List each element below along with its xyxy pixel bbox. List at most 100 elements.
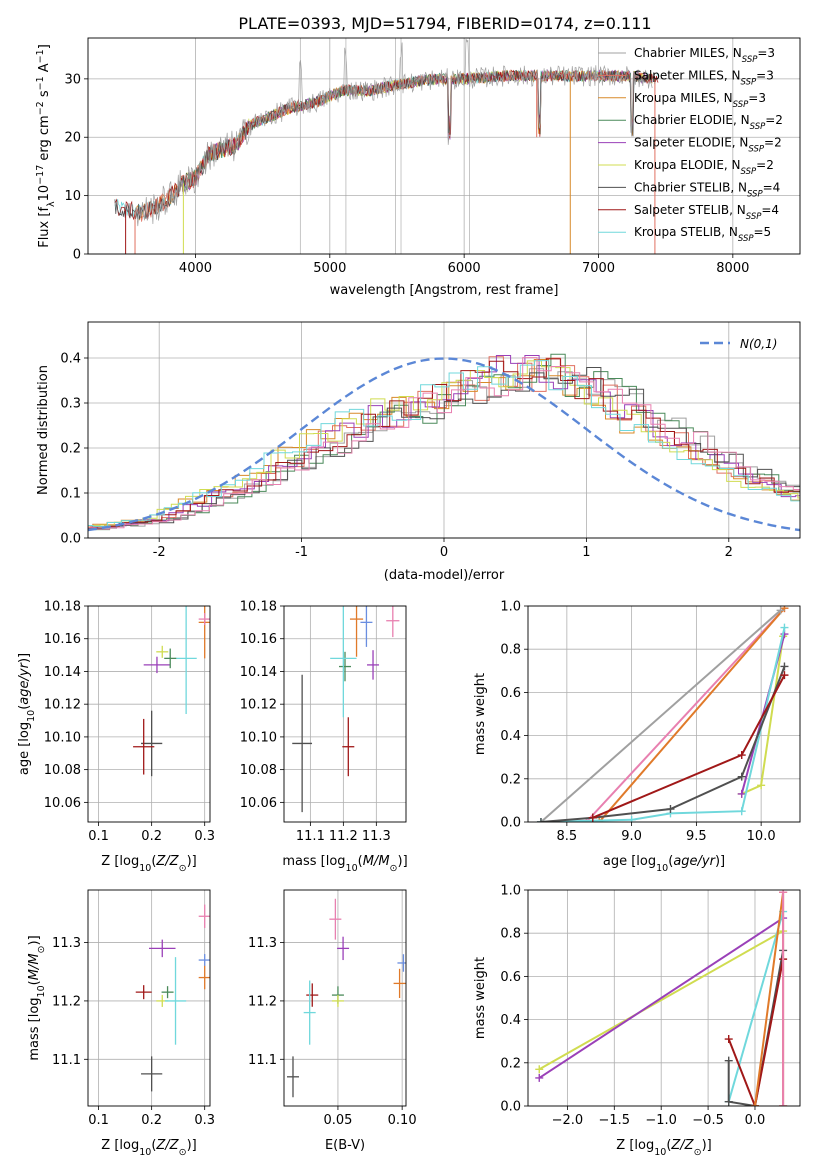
x-axis-label: age [log10(age/yr)] [603,854,725,874]
x-axis-label-part: Z [log [101,1138,139,1153]
y-tick-label: 10.14 [44,665,81,680]
mass-weight-series [538,917,784,1079]
error-point [286,1056,299,1098]
y-tick-label: 11.2 [52,994,81,1009]
y-tick-label: 10.10 [240,730,277,745]
plot-area [135,904,210,1092]
plot-area [286,898,406,1098]
error-point [198,904,210,928]
legend-entry-part: =3 [757,46,775,60]
error-point [292,674,313,813]
x-axis-label: Z [log10(Z/Z⊙)] [101,854,196,874]
x-tick-label: 0 [440,545,448,560]
y-tick-label: 10.06 [44,796,81,811]
axes-frame [283,605,407,823]
normal-curve [88,357,800,532]
legend-entry-part: SSP [742,55,758,65]
legend-entry: Chabrier STELIB, NSSP=4 [634,180,780,199]
x-axis-label-part: )] [715,854,725,869]
axes-frame [527,605,801,823]
y-tick-label: 10.12 [44,698,81,713]
x-tick-label: 9.5 [686,829,707,844]
x-tick-label: 0.2 [141,829,162,844]
y-axis-label-part: ⊙ [36,946,47,954]
x-tick-label: 11.3 [362,829,391,844]
legend-entry-part: SSP [750,122,766,132]
axes-frame [87,37,801,255]
legend-entry-part: Chabrier ELODIE, N [634,113,750,127]
x-tick-label: 0.05 [323,1113,352,1128]
y-axis-label-part: age/yr [17,661,32,704]
x-tick-label: 6000 [448,261,481,276]
legend-entry-part: Chabrier STELIB, N [634,180,747,194]
mass-weight-series [585,607,786,822]
y-tick-label: 20 [64,131,81,146]
mass-weight-marker [780,662,789,671]
mass-weight-marker [776,606,785,615]
mass-weight-marker [724,1097,733,1106]
legend-entry: Kroupa STELIB, NSSP=5 [634,225,771,244]
error-point [367,650,380,680]
axes-frame [527,889,801,1107]
y-tick-label: 0.6 [500,970,521,985]
x-axis-label-part: mass [log [282,854,345,869]
y-axis-label-part: −2 [35,101,46,115]
error-point [164,957,187,1045]
error-point [133,718,155,775]
mass-weight-marker [779,890,788,897]
y-axis-label-part: ( [27,980,42,985]
x-axis-label-part: ( [668,854,673,869]
y-axis-label-part: Flux [f [37,207,52,248]
mass-weight-marker [595,818,604,822]
mass-weight-marker [737,772,746,781]
x-axis-label-part: Z/Z [155,1138,179,1153]
x-tick-label: 0.2 [141,1113,162,1128]
legend-entry: Chabrier ELODIE, NSSP=2 [634,113,783,132]
y-tick-label: 1.0 [500,600,521,615]
error-point [360,606,373,647]
legend-entry-part: =4 [763,180,781,194]
y-axis-label-part: A [37,63,52,76]
y-axis-label-part: erg cm [37,115,52,164]
x-axis-label-part: age [log [603,854,656,869]
error-point [337,936,350,961]
legend-entry-part: Kroupa ELODIE, N [634,158,741,172]
x-tick-label: 0.3 [194,1113,215,1128]
histogram-series [88,359,800,528]
error-point [198,954,210,967]
error-point [141,710,163,777]
mass-weight-marker [535,1065,544,1074]
mass-weight-marker [737,807,746,816]
error-point [397,954,406,972]
y-tick-label: 30 [64,72,81,87]
x-tick-label: 1 [582,545,590,560]
y-axis-label: age [log10(age/yr)] [17,653,37,775]
x-tick-label: -1 [295,545,308,560]
x-axis-label-part: age/yr [673,854,716,869]
y-tick-label: 0.4 [60,352,81,367]
y-tick-label: 11.3 [52,936,81,951]
mass-weight-marker [757,781,766,790]
x-axis-label: Z [log10(Z/Z⊙)] [101,1138,196,1158]
y-axis-label-part: mass [log [27,997,42,1060]
chart-mass_vs_Z: 0.1 0.2 0.311.111.211.3Z [log10(Z/Z⊙)]mass… [27,889,215,1158]
x-tick-label: 7000 [582,261,615,276]
mass-weight-marker [737,789,746,798]
chart-massweight_vs_Z: −2.0 −1.5 −1.0 −0.5 0.0 0.0 0.2 0.4 0.6 0.8 1.0 Z [… [473,884,801,1158]
x-tick-label: 2 [725,545,733,560]
mass-weight-series [727,911,785,1102]
legend-entry-part: Salpeter STELIB, N [634,203,746,217]
plot-area [114,38,659,254]
error-point [156,645,169,658]
chart-mass_vs_EBV: 0.05 0.10 11.1 11.2 11.3 E(B-V) [248,889,417,1153]
error-point [143,656,171,674]
x-tick-label: 11.2 [329,829,358,844]
plot-area [292,606,400,813]
error-point [329,898,342,940]
x-tick-label: 0.10 [388,1113,417,1128]
x-axis-label-part: Z [log [101,854,139,869]
x-axis-label-part: 10 [656,863,668,874]
plot-area [535,890,788,1106]
error-point [141,1056,163,1092]
